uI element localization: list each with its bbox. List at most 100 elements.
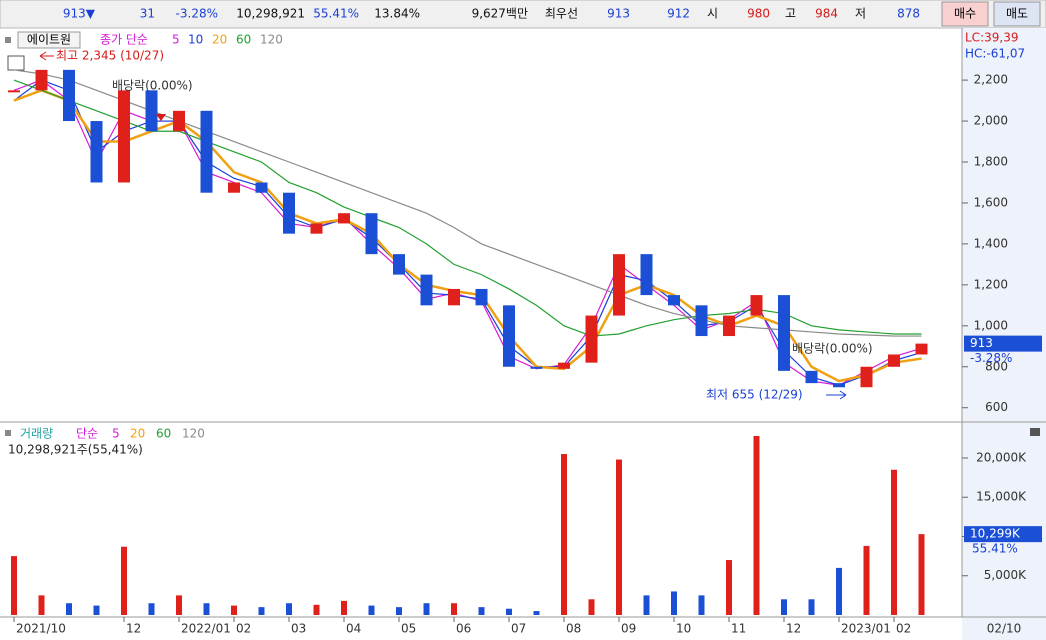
trade-button-label[interactable]: 매도 xyxy=(1006,7,1028,21)
y-tick-label: 1,600 xyxy=(974,195,1008,209)
toolbar-value: 912 xyxy=(667,7,690,21)
trade-button-label[interactable]: 매수 xyxy=(954,7,976,21)
toolbar-value: 913▼ xyxy=(63,7,96,21)
date-label: 2022/01 xyxy=(181,622,231,636)
date-label: 11 xyxy=(731,622,746,636)
candle xyxy=(63,69,75,122)
volume-bar xyxy=(561,454,567,615)
last-date: 02/10 xyxy=(987,622,1022,636)
toolbar xyxy=(0,0,1046,29)
candle xyxy=(750,295,763,316)
toolbar-value: 984 xyxy=(815,7,838,21)
volume-bar xyxy=(643,595,650,615)
date-label: 2021/10 xyxy=(16,622,66,636)
candle xyxy=(613,254,625,316)
candle xyxy=(228,182,240,193)
date-label: 02 xyxy=(896,622,911,636)
date-label: 08 xyxy=(566,622,581,636)
volume-bar xyxy=(38,595,45,615)
candle xyxy=(283,192,295,234)
legend-icon xyxy=(5,430,11,436)
grid-icon[interactable] xyxy=(7,55,25,71)
candle xyxy=(530,366,543,369)
candle xyxy=(805,370,818,384)
toolbar-value: 최우선 xyxy=(545,7,578,21)
legend-entry: 10 xyxy=(188,33,203,47)
volume-bar xyxy=(671,591,677,615)
toolbar-value: 시 xyxy=(707,7,718,21)
y-tick-label: 1,400 xyxy=(974,236,1008,250)
moving-average-line xyxy=(13,69,922,337)
volume-legend-entry: 60 xyxy=(156,427,171,441)
candle xyxy=(475,288,488,306)
candle xyxy=(338,213,350,224)
legend-entry: 20 xyxy=(212,33,227,47)
last-price-box xyxy=(964,335,1042,352)
candle xyxy=(145,90,158,132)
candle xyxy=(888,354,900,367)
candle xyxy=(90,121,103,183)
moving-average-line xyxy=(13,79,922,337)
volume-legend-entry: 120 xyxy=(182,427,205,441)
volume-bar xyxy=(533,611,540,615)
candle xyxy=(173,110,185,132)
toolbar-value: 고 xyxy=(785,7,796,21)
y-tick-label: 1,800 xyxy=(974,155,1008,169)
moving-average-line xyxy=(13,88,922,383)
trade-button[interactable] xyxy=(993,1,1041,27)
last-price: 913 xyxy=(970,336,993,350)
last-volume: 10,299K xyxy=(970,527,1021,541)
candle xyxy=(860,366,873,388)
trade-button[interactable] xyxy=(941,1,989,27)
legend-entry: 5 xyxy=(172,33,180,47)
volume-bar xyxy=(698,595,705,615)
volume-bar xyxy=(451,603,457,615)
y-tick-label: 600 xyxy=(985,400,1008,414)
candle xyxy=(585,315,598,363)
volume-bar xyxy=(891,469,897,615)
lc-label: LC:39,39 xyxy=(965,31,1018,45)
volume-bar xyxy=(368,605,375,615)
dividend-label: 배당락(0.00%) xyxy=(792,342,873,356)
volume-bar xyxy=(836,567,842,615)
candle xyxy=(695,305,708,337)
legend-prefix: 종가 단순 xyxy=(100,33,148,47)
y-tick-label: 5,000K xyxy=(984,568,1027,582)
volume-bar xyxy=(203,603,210,615)
low-arrow xyxy=(826,390,847,400)
y-tick-label: 20,000K xyxy=(976,450,1027,464)
candle xyxy=(833,383,845,388)
candle xyxy=(668,295,680,306)
volume-bar xyxy=(506,608,512,615)
candle xyxy=(558,362,570,369)
panel-icon[interactable] xyxy=(1030,428,1040,436)
volume-bar xyxy=(423,603,430,615)
volume-bar xyxy=(781,599,787,615)
candle xyxy=(393,254,405,275)
volume-bar xyxy=(148,603,155,615)
last-volume-box xyxy=(964,526,1042,543)
volume-bar xyxy=(66,603,72,615)
candle xyxy=(640,254,653,296)
legend-icon xyxy=(5,37,11,43)
dividend-marker xyxy=(156,114,166,121)
toolbar-value: 55.41% xyxy=(313,7,359,21)
volume-bar xyxy=(726,560,732,615)
volume-bar xyxy=(588,599,595,615)
low-label: 최저 655 (12/29) xyxy=(706,388,803,402)
hc-label: HC:-61,07 xyxy=(965,47,1025,61)
date-label: 09 xyxy=(621,622,636,636)
volume-bar xyxy=(863,545,870,615)
candle xyxy=(778,295,790,371)
date-label: 06 xyxy=(456,622,471,636)
stock-name: 에이트원 xyxy=(27,33,71,47)
candle xyxy=(200,110,213,193)
candle xyxy=(255,182,268,193)
volume-bar xyxy=(121,546,127,615)
date-label: 10 xyxy=(676,622,691,636)
toolbar-value: 저 xyxy=(855,7,866,21)
toolbar-value: 31 xyxy=(140,7,155,21)
last-change: -3.28% xyxy=(970,351,1012,365)
high-arrow xyxy=(39,51,54,61)
